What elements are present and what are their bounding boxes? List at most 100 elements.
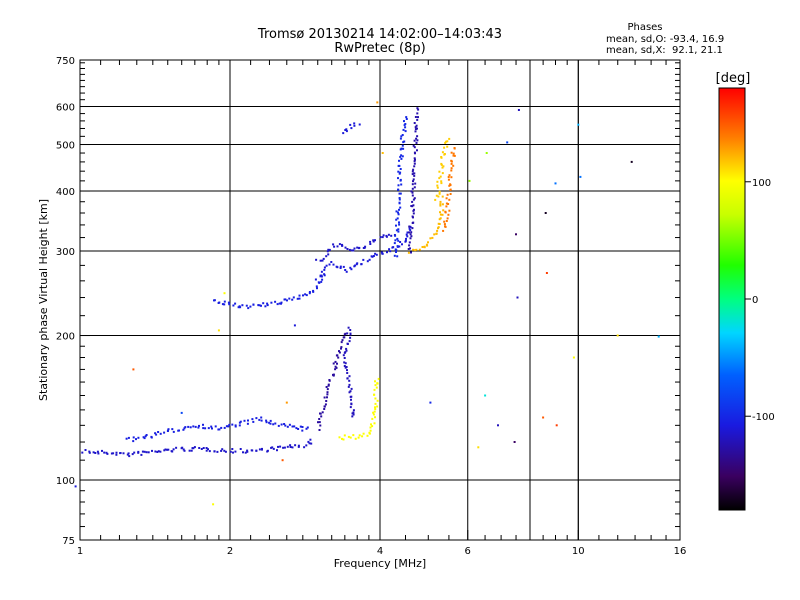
- trace-point: [268, 421, 271, 424]
- trace-point: [347, 326, 350, 329]
- colorbar-tick-label: -100: [752, 412, 775, 423]
- trace-point: [398, 221, 400, 224]
- trace-point: [399, 179, 402, 182]
- trace-point: [250, 449, 253, 452]
- trace-point: [217, 302, 220, 304]
- trace-point: [441, 166, 444, 169]
- trace-point: [411, 191, 414, 194]
- trace-point: [413, 122, 416, 124]
- trace-point: [258, 418, 261, 421]
- trace-point: [379, 236, 382, 239]
- scatter-point: [468, 179, 471, 182]
- trace-point: [323, 266, 326, 269]
- stats-line-x: mean, sd,X: 92.1, 21.1: [606, 45, 723, 56]
- trace-point: [436, 180, 439, 183]
- trace-point: [396, 255, 399, 258]
- trace-point: [352, 434, 355, 437]
- data-traces: [81, 107, 456, 458]
- trace-point: [392, 246, 395, 249]
- trace-point: [308, 292, 311, 295]
- trace-point: [413, 157, 416, 160]
- trace-point: [369, 240, 372, 243]
- trace-point: [341, 339, 344, 342]
- trace-point: [211, 427, 213, 430]
- x-tick-label: 16: [674, 546, 687, 557]
- trace-point: [443, 220, 446, 223]
- trace-point: [351, 249, 353, 252]
- trace-point: [328, 379, 331, 382]
- trace-point: [282, 446, 285, 449]
- trace-point: [413, 174, 416, 177]
- x-axis-label: Frequency [MHz]: [334, 557, 426, 570]
- trace-point: [395, 218, 398, 221]
- trace-point: [323, 405, 326, 408]
- trace-point: [289, 446, 292, 448]
- trace-point: [261, 447, 263, 450]
- trace-point: [170, 450, 173, 453]
- trace-point: [374, 397, 377, 400]
- trace-point: [412, 178, 415, 181]
- trace-point: [398, 208, 400, 211]
- trace-point: [414, 130, 417, 133]
- trace-point: [414, 126, 417, 129]
- trace-point: [326, 250, 329, 253]
- y-tick-label: 200: [56, 332, 75, 343]
- trace-point: [413, 151, 416, 154]
- trace-point: [403, 124, 406, 127]
- trace-point: [144, 435, 147, 438]
- trace-point: [354, 264, 357, 267]
- trace-point: [242, 451, 244, 454]
- trace-point: [386, 251, 388, 254]
- trace-point: [143, 437, 146, 440]
- trace-point: [416, 127, 418, 130]
- trace-point: [202, 447, 205, 449]
- trace-point: [322, 257, 325, 260]
- trace-point: [131, 453, 134, 456]
- scatter-point: [212, 503, 215, 506]
- trace-point: [143, 450, 146, 453]
- scatter-point: [74, 485, 77, 488]
- trace-point: [354, 437, 357, 440]
- trace-point: [411, 194, 414, 197]
- trace-point: [350, 395, 353, 398]
- trace-point: [450, 162, 453, 165]
- trace-point: [376, 382, 379, 385]
- trace-point: [374, 406, 376, 409]
- trace-point: [398, 159, 400, 162]
- scatter-point: [381, 152, 384, 154]
- trace-point: [397, 170, 400, 173]
- trace-point: [414, 128, 417, 131]
- trace-point: [439, 213, 442, 216]
- trace-point: [297, 444, 300, 447]
- trace-point: [277, 445, 279, 448]
- trace-point: [441, 195, 444, 198]
- trace-point: [411, 187, 414, 190]
- trace-point: [364, 245, 367, 248]
- trace-point: [440, 180, 443, 183]
- trace-point: [193, 446, 196, 449]
- trace-point: [200, 448, 203, 450]
- trace-point: [291, 425, 294, 428]
- trace-point: [239, 306, 242, 309]
- trace-point: [447, 176, 450, 178]
- trace-point: [318, 429, 321, 431]
- trace-point: [414, 158, 416, 161]
- trace-point: [154, 450, 157, 453]
- trace-point: [210, 425, 213, 428]
- trace-point: [321, 259, 324, 262]
- trace-point: [115, 453, 118, 456]
- trace-point: [227, 425, 230, 428]
- trace-point: [352, 411, 355, 414]
- trace-point: [390, 234, 393, 237]
- trace-point: [450, 176, 453, 179]
- trace-point: [96, 450, 99, 453]
- trace-point: [272, 447, 275, 450]
- trace-point: [397, 211, 399, 214]
- trace-point: [398, 192, 401, 195]
- trace-point: [413, 165, 416, 168]
- trace-point: [232, 304, 235, 307]
- trace-point: [441, 151, 444, 154]
- trace-point: [239, 420, 242, 423]
- trace-point: [362, 432, 365, 435]
- trace-point: [399, 137, 402, 140]
